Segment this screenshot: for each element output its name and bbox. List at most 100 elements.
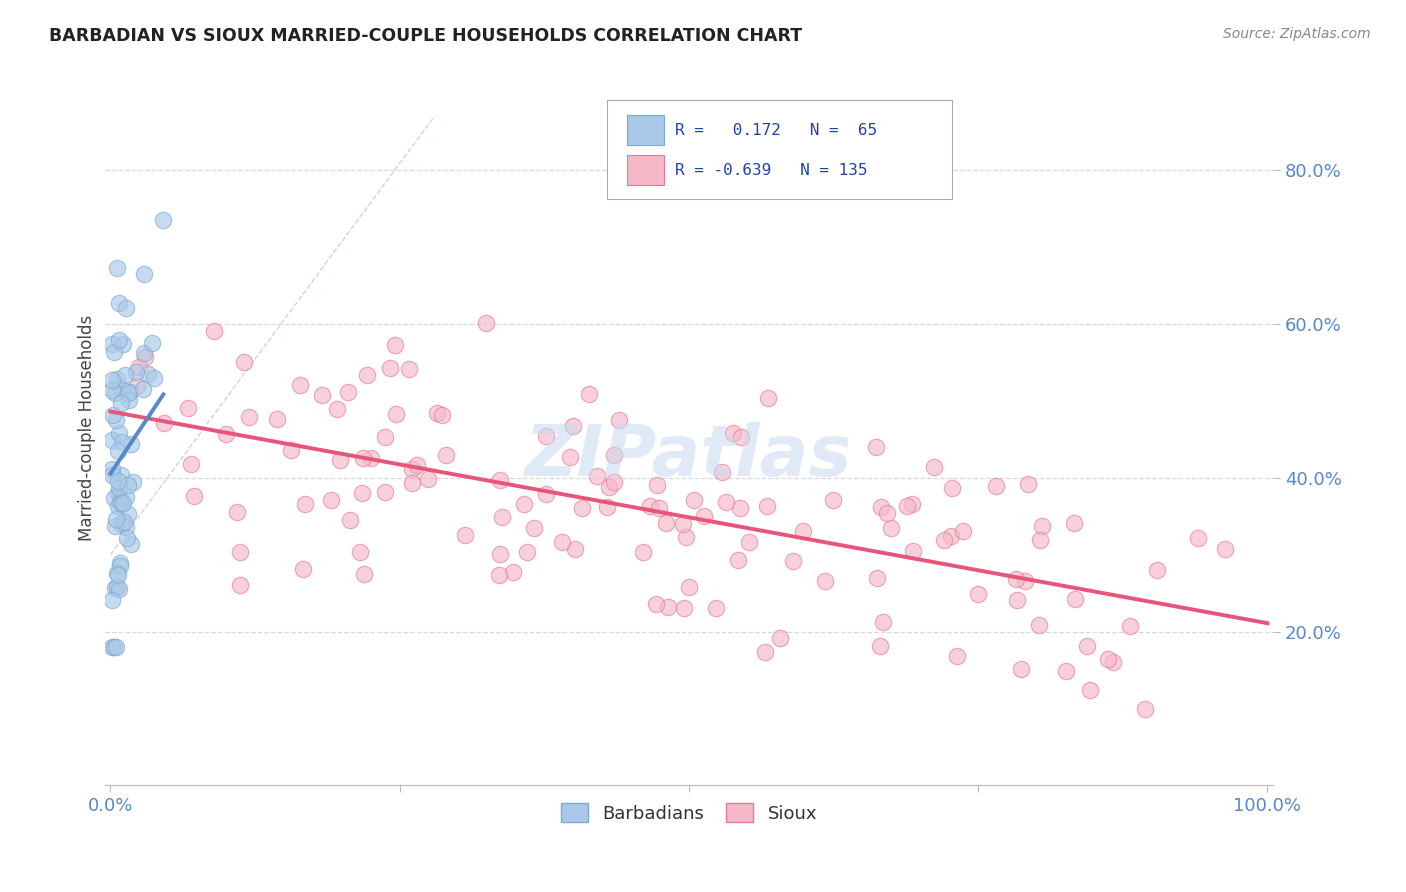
Point bbox=[374, 430, 396, 444]
Point bbox=[638, 499, 661, 513]
Point bbox=[117, 478, 139, 492]
Point bbox=[183, 489, 205, 503]
Point bbox=[560, 450, 582, 464]
Point bbox=[384, 408, 406, 422]
Point bbox=[879, 521, 901, 535]
Point bbox=[117, 385, 139, 400]
Point bbox=[384, 338, 406, 352]
Point bbox=[111, 435, 134, 450]
Point bbox=[534, 487, 557, 501]
Point bbox=[311, 388, 333, 402]
Point bbox=[115, 301, 138, 316]
Point bbox=[1005, 572, 1028, 586]
Point bbox=[710, 465, 733, 479]
Point bbox=[229, 578, 252, 592]
Point bbox=[142, 371, 165, 385]
Point bbox=[108, 481, 131, 495]
Point bbox=[329, 453, 352, 467]
Point bbox=[103, 345, 125, 359]
Point bbox=[110, 516, 132, 531]
Point bbox=[127, 379, 149, 393]
Point bbox=[984, 479, 1007, 493]
Point bbox=[107, 486, 129, 500]
Bar bbox=[627, 115, 664, 145]
Point bbox=[866, 570, 889, 584]
Point bbox=[108, 558, 131, 573]
Point bbox=[754, 645, 776, 659]
Point bbox=[534, 428, 557, 442]
Point bbox=[104, 385, 127, 400]
Point bbox=[932, 533, 955, 547]
Point bbox=[104, 519, 127, 533]
Point bbox=[876, 506, 898, 520]
Point bbox=[374, 485, 396, 500]
Point bbox=[952, 524, 974, 538]
Point bbox=[290, 378, 312, 392]
Point bbox=[1078, 682, 1101, 697]
Point bbox=[1119, 619, 1142, 633]
Point bbox=[603, 448, 626, 462]
Point bbox=[941, 481, 963, 495]
Point bbox=[202, 324, 225, 338]
Point bbox=[128, 359, 150, 374]
Point bbox=[349, 545, 371, 559]
Point bbox=[152, 213, 174, 227]
Point bbox=[1017, 477, 1039, 491]
Point bbox=[491, 510, 513, 524]
Point bbox=[489, 548, 512, 562]
Point bbox=[571, 501, 593, 516]
Point bbox=[823, 493, 845, 508]
Point bbox=[716, 495, 738, 509]
Point bbox=[939, 529, 962, 543]
Point bbox=[124, 365, 146, 379]
Point bbox=[339, 513, 361, 527]
Point bbox=[1102, 655, 1125, 669]
Point bbox=[721, 425, 744, 440]
Point bbox=[1187, 531, 1209, 545]
Point bbox=[107, 296, 129, 310]
Point bbox=[1005, 593, 1028, 607]
Point bbox=[141, 335, 163, 350]
Point bbox=[782, 554, 804, 568]
Point bbox=[114, 490, 136, 504]
Point bbox=[360, 451, 382, 466]
Point bbox=[108, 556, 131, 570]
Point bbox=[120, 537, 142, 551]
Point bbox=[869, 640, 891, 654]
Point bbox=[132, 382, 155, 396]
Point bbox=[896, 500, 918, 514]
Point bbox=[1146, 563, 1168, 577]
Point bbox=[578, 386, 600, 401]
Point bbox=[454, 528, 477, 542]
Point bbox=[418, 473, 440, 487]
Point bbox=[100, 592, 122, 607]
Point bbox=[512, 497, 534, 511]
Point bbox=[727, 553, 749, 567]
Point bbox=[108, 582, 131, 597]
Point bbox=[292, 562, 315, 576]
Point bbox=[122, 475, 145, 490]
Point bbox=[380, 360, 402, 375]
Point bbox=[1031, 518, 1053, 533]
Point bbox=[350, 486, 373, 500]
Point bbox=[1028, 618, 1050, 632]
Point bbox=[108, 426, 131, 441]
Point bbox=[266, 412, 288, 426]
Text: ZIPatlas: ZIPatlas bbox=[526, 422, 852, 491]
Point bbox=[672, 517, 695, 532]
Point bbox=[100, 462, 122, 476]
Point bbox=[111, 496, 134, 510]
Point bbox=[107, 444, 129, 458]
Point bbox=[103, 640, 125, 654]
Point bbox=[704, 600, 727, 615]
Point bbox=[564, 541, 586, 556]
Point bbox=[728, 500, 751, 515]
Point bbox=[586, 469, 609, 483]
Point bbox=[489, 473, 512, 487]
Point bbox=[132, 267, 155, 281]
Point bbox=[226, 505, 249, 519]
Point bbox=[100, 640, 122, 654]
Point bbox=[903, 544, 925, 558]
Point bbox=[678, 580, 700, 594]
Point bbox=[406, 458, 429, 472]
